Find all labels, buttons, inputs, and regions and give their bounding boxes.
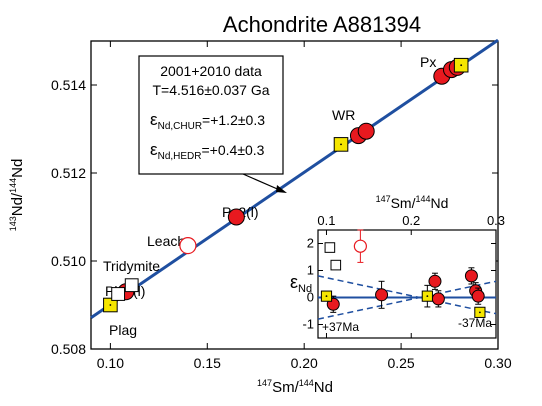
data-point	[353, 239, 367, 253]
inset-frame	[317, 229, 497, 339]
inset-x-tick-label: 0.3	[487, 213, 505, 228]
data-point	[227, 208, 245, 226]
data-point	[330, 259, 342, 271]
data-point-center	[325, 295, 328, 298]
data-point	[471, 289, 485, 303]
data-point	[179, 237, 197, 255]
x-tick-label: 0.20	[291, 355, 318, 371]
annotation-eps-hedr: εNd,HEDR=+0.4±0.3	[150, 140, 265, 162]
data-point-center	[460, 64, 463, 67]
data-point-center	[478, 311, 481, 314]
label-wr: WR	[332, 107, 355, 123]
inset-x-tick-label: 0.2	[402, 213, 420, 228]
inset-line-label-plus: +37Ma	[322, 320, 359, 334]
isochron-line	[90, 38, 499, 319]
x-tick-labels: 0.10 0.15 0.20 0.25 0.30	[97, 355, 512, 371]
inset-y-tick-label: 0	[307, 290, 314, 305]
x-tick-label: 0.25	[387, 355, 414, 371]
data-point-center	[340, 143, 342, 146]
data-point	[357, 122, 375, 140]
inset-line-label-minus: -37Ma	[458, 316, 492, 330]
data-point	[324, 242, 336, 253]
x-axis-label: 147Sm/144Nd	[257, 378, 333, 396]
inset-line	[317, 275, 497, 315]
inset-x-tick-label: 0.1	[317, 213, 335, 228]
data-point	[431, 292, 445, 306]
chart-title: Achondrite A881394	[223, 12, 421, 37]
inset-y-tick-labels: 2 1 0 -1	[302, 236, 314, 332]
data-point	[124, 278, 139, 293]
data-point	[375, 288, 389, 302]
main-data-points	[103, 57, 469, 313]
x-tick-label: 0.10	[97, 355, 124, 371]
inset-y-tick-label: 1	[307, 263, 314, 278]
y-axis-label: 143Nd/144Nd	[8, 159, 26, 232]
y-tick-label: 0.510	[51, 253, 86, 269]
inset-y-tick-label: -1	[302, 317, 314, 332]
label-tridymite: Tridymite	[103, 258, 160, 274]
data-point	[111, 287, 126, 301]
label-plag: Plag	[109, 322, 137, 338]
inset-y-tick-label: 2	[307, 236, 314, 251]
main-axis-ticks	[91, 41, 499, 350]
annotation-age-line: T=4.516±0.037 Ga	[152, 82, 269, 98]
y-tick-label: 0.514	[51, 77, 86, 93]
label-px: Px	[420, 54, 436, 70]
inset-x-axis-label: 147Sm/144Nd	[376, 194, 449, 211]
isochron-annotation-box: 2001+2010 data T=4.516±0.037 Ga εNd,CHUR…	[138, 55, 284, 175]
y-tick-label: 0.512	[51, 165, 86, 181]
x-tick-label: 0.15	[194, 355, 221, 371]
data-point-center	[426, 295, 429, 298]
inset-reference-lines	[317, 275, 497, 320]
inset-plot: 0.1 0.2 0.3 2 1 0 -1 147Sm/144Nd εNd +37Ma -3…	[290, 194, 505, 339]
annotation-arrow	[242, 173, 287, 193]
inset-line	[317, 280, 497, 320]
plot-area	[90, 40, 499, 350]
inset-x-tick-labels: 0.1 0.2 0.3	[317, 213, 505, 228]
inset-data-points	[320, 229, 486, 318]
y-tick-labels: 0.508 0.510 0.512 0.514	[51, 77, 86, 357]
inset-y-axis-label: εNd	[290, 272, 312, 295]
data-point	[428, 274, 442, 288]
y-tick-label: 0.508	[51, 341, 86, 357]
data-point	[464, 269, 478, 283]
x-tick-label: 0.30	[484, 355, 511, 371]
annotation-data-line: 2001+2010 data	[160, 63, 262, 79]
label-leach: Leach	[147, 233, 185, 249]
data-point-center	[109, 304, 112, 306]
annotation-eps-chur: εNd,CHUR=+1.2±0.3	[150, 110, 265, 132]
